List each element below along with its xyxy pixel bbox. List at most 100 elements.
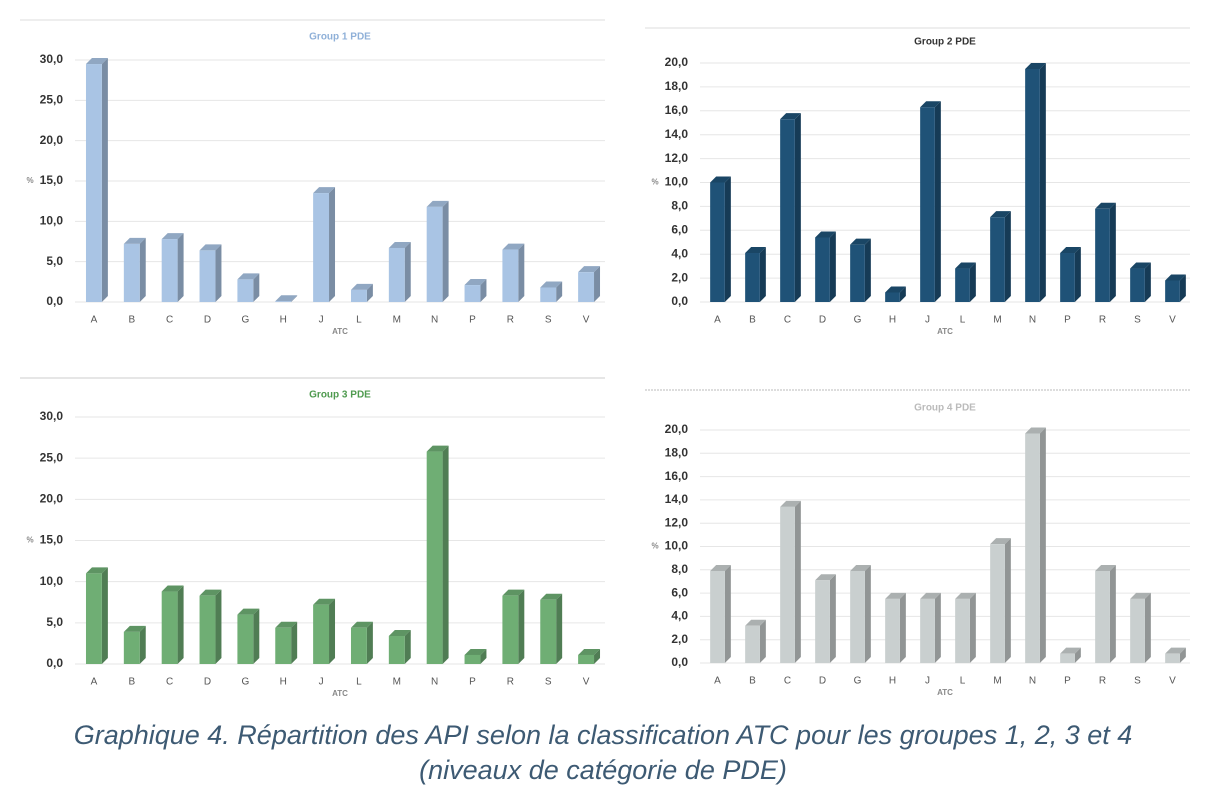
bar-side: [1144, 592, 1151, 663]
y-tick-label: 4,0: [671, 609, 688, 623]
bar-side: [934, 101, 941, 302]
bar-side: [442, 200, 449, 302]
y-tick-label: 14,0: [665, 492, 689, 506]
bar: [955, 598, 970, 663]
x-tick-label: N: [1029, 315, 1036, 326]
bar-side: [404, 241, 411, 302]
bar-top: [237, 608, 260, 615]
y-tick-label: 16,0: [665, 469, 689, 483]
y-tick-label: 8,0: [671, 199, 688, 213]
bar: [955, 268, 970, 302]
chart-title: Group 3 PDE: [309, 390, 371, 401]
y-tick-label: 0,0: [46, 656, 63, 670]
chart-title: Group 1 PDE: [309, 32, 371, 43]
x-tick-label: H: [280, 677, 287, 688]
bar-side: [794, 113, 801, 302]
y-tick-label: 2,0: [671, 632, 688, 646]
bar: [745, 625, 760, 663]
x-tick-label: J: [319, 677, 324, 688]
bar-top: [502, 589, 525, 596]
bar: [161, 591, 178, 664]
x-tick-label: R: [507, 315, 514, 326]
bar-side: [253, 273, 260, 302]
bar: [780, 506, 795, 663]
bar-side: [724, 176, 731, 302]
bar: [920, 598, 935, 663]
bar: [885, 292, 900, 302]
x-tick-label: M: [393, 677, 401, 688]
bar: [540, 287, 557, 302]
x-tick-label: D: [819, 315, 826, 326]
bar-top: [237, 273, 260, 280]
bar-top: [815, 231, 836, 238]
bar-side: [594, 266, 601, 302]
bar: [850, 244, 865, 302]
bar-top: [464, 648, 487, 655]
bar-top: [745, 247, 766, 254]
bar-top: [464, 279, 487, 286]
caption: (niveaux de catégorie de PDE): [419, 755, 787, 785]
x-tick-label: H: [280, 315, 287, 326]
bar-side: [177, 233, 184, 302]
bar-side: [829, 231, 836, 302]
bar-top: [1130, 262, 1151, 269]
bar-top: [1165, 274, 1186, 281]
bar: [313, 193, 330, 302]
bar-top: [275, 295, 298, 302]
x-axis-label: ATC: [332, 327, 348, 336]
bar-top: [161, 233, 184, 240]
bar: [237, 279, 254, 302]
y-tick-label: 0,0: [671, 294, 688, 308]
bar-top: [920, 592, 941, 599]
y-tick-label: 12,0: [665, 151, 689, 165]
x-tick-label: G: [854, 315, 862, 326]
bar-side: [366, 621, 373, 664]
bar-side: [329, 187, 336, 302]
x-tick-label: G: [241, 677, 249, 688]
x-tick-label: R: [1099, 676, 1106, 687]
bar-side: [518, 243, 525, 302]
bar-top: [850, 238, 871, 245]
bar: [578, 272, 595, 302]
x-tick-label: L: [356, 315, 362, 326]
x-tick-label: D: [819, 676, 826, 687]
bar-top: [815, 574, 836, 581]
bar-top: [1095, 202, 1116, 209]
y-tick-label: 15,0: [40, 533, 64, 547]
x-tick-label: B: [749, 676, 756, 687]
bar: [275, 627, 292, 664]
bar-top: [780, 500, 801, 507]
bar-top: [350, 621, 373, 628]
bar: [388, 636, 405, 664]
y-axis-label: %: [26, 176, 33, 185]
bar-top: [199, 244, 222, 251]
bar: [745, 253, 760, 302]
bar-top: [313, 187, 336, 194]
x-tick-label: P: [469, 315, 476, 326]
bar-side: [518, 589, 525, 664]
x-tick-label: G: [854, 676, 862, 687]
bar-side: [101, 58, 108, 303]
y-tick-label: 25,0: [40, 93, 64, 107]
x-tick-label: C: [784, 676, 791, 687]
bar-side: [329, 598, 336, 664]
x-tick-label: P: [1064, 315, 1071, 326]
x-tick-label: G: [241, 315, 249, 326]
bar-top: [161, 585, 184, 592]
x-tick-label: R: [507, 677, 514, 688]
y-tick-label: 20,0: [665, 422, 689, 436]
bar: [578, 654, 595, 664]
x-tick-label: J: [319, 315, 324, 326]
bar-side: [899, 286, 906, 302]
x-tick-label: D: [204, 677, 211, 688]
bar: [85, 64, 102, 303]
bar: [1130, 268, 1145, 302]
bar: [350, 289, 367, 302]
bar-top: [1060, 247, 1081, 254]
bar: [540, 599, 557, 664]
bar-side: [1004, 538, 1011, 663]
y-tick-label: 6,0: [671, 585, 688, 599]
bar: [123, 243, 140, 302]
y-tick-label: 30,0: [40, 52, 64, 66]
y-tick-label: 5,0: [46, 615, 63, 629]
